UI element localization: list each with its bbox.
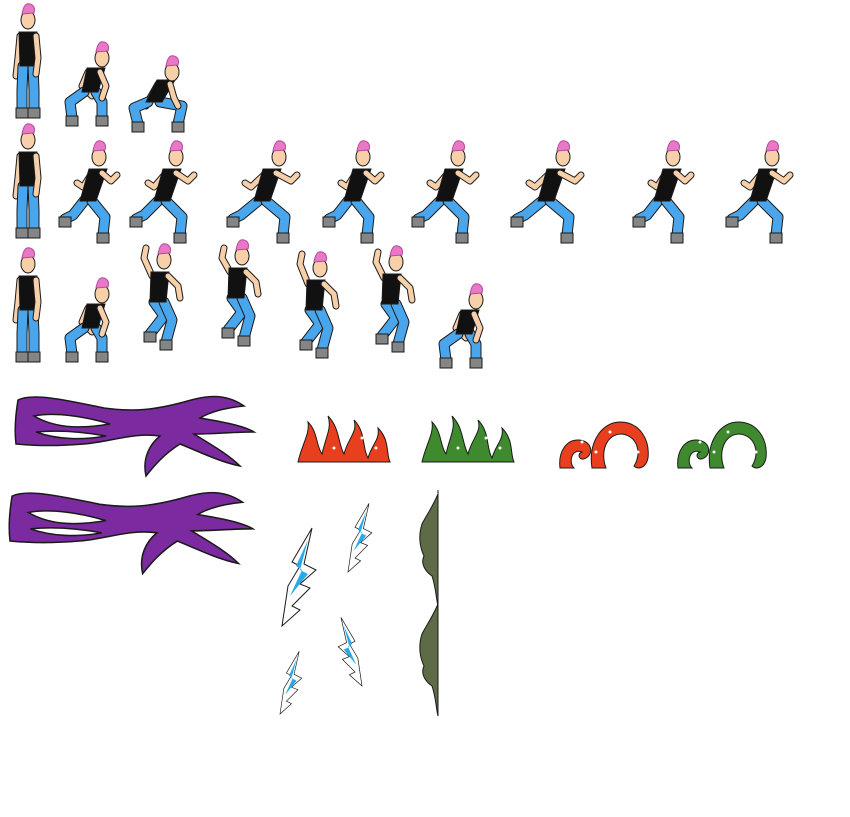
- frame-run-1: [58, 140, 121, 244]
- frame-run-6: [510, 140, 585, 244]
- frame-run-stand: [12, 123, 42, 239]
- fire-vine-2: [559, 421, 649, 469]
- frame-crouch-1: [64, 41, 110, 127]
- frame-jump-3: [296, 250, 340, 359]
- frame-run-4: [322, 140, 385, 244]
- frame-jump-4: [372, 245, 416, 353]
- frame-idle: [12, 3, 42, 119]
- ice-shard-3: [279, 651, 303, 715]
- frame-run-5: [411, 140, 480, 244]
- frame-run-3: [226, 140, 301, 244]
- frame-jump-land: [438, 283, 484, 369]
- ice-shard-1: [281, 527, 317, 628]
- ice-shard-2: [347, 503, 373, 573]
- moss-segment-2: [419, 603, 439, 717]
- fire-vine-1: [297, 415, 391, 463]
- ice-shard-4: [337, 617, 363, 687]
- frame-crouch-2: [128, 55, 188, 133]
- green-vine-2: [677, 421, 767, 469]
- frame-jump-2: [218, 239, 262, 347]
- purple-tentacle-small: [14, 395, 257, 478]
- green-vine-1: [421, 415, 515, 463]
- frame-jump-1: [140, 243, 184, 351]
- frame-run-2: [129, 140, 198, 244]
- frame-jump-crouch: [64, 277, 110, 363]
- moss-segment-1: [419, 493, 439, 607]
- frame-run-8: [725, 140, 794, 244]
- frame-run-7: [632, 140, 695, 244]
- frame-jump-stand: [12, 247, 42, 363]
- purple-tentacle-large: [8, 491, 256, 576]
